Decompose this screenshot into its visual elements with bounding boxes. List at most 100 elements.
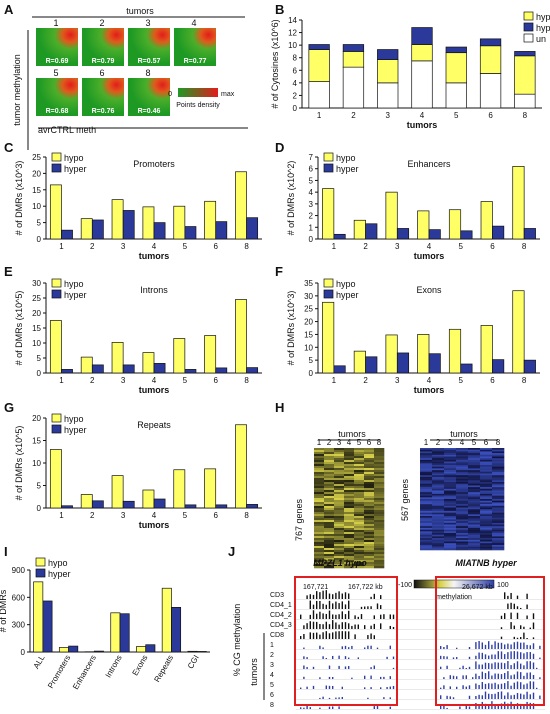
methylation-bar [478,684,480,689]
methylation-bar [488,641,490,649]
methylation-bar [520,637,522,639]
bar-hypo [204,335,217,374]
methylation-bar [462,675,464,679]
methylation-bar [312,604,315,609]
methylation-bar [532,662,535,669]
heatmap-cell [420,465,433,467]
heatmap-cell [354,492,365,495]
heatmap-cell [324,494,335,497]
heatmap-cell [480,521,493,524]
methylation-bar [488,705,490,709]
methylation-bar [526,615,528,619]
methylation-bar [446,645,448,649]
heatmap-cell [480,468,493,471]
heatmap-cell [492,539,505,542]
heatmap-cell [432,534,445,537]
bar-hypo [512,166,525,240]
tile-number: 3 [145,18,150,28]
heatmap-cell [468,539,481,542]
heatmap-cell [364,498,375,501]
heatmap-cell [432,539,445,542]
bar-hyper [68,645,79,653]
heatmap-cell [344,474,355,477]
bar-hypo [111,342,124,374]
heatmap-cell [344,464,355,467]
methylation-bar [354,615,356,619]
heatmap-cell [364,522,375,525]
methylation-bar [392,626,395,629]
heatmap-cell [354,484,365,487]
heatmap-cell [374,484,385,487]
track-label: 1 [270,642,274,649]
bar-hyper [523,228,536,240]
heatmap-cell [468,519,481,522]
bar-hyper [377,49,399,60]
heatmap-cell [432,480,445,483]
methylation-bar [507,671,509,679]
heatmap-cell [420,510,433,513]
methylation-bar [494,641,496,649]
panel-letter-h: H [275,400,284,415]
heatmap-cell [468,548,481,551]
heatmap-cell [492,521,505,524]
heatmap-cell [432,497,445,500]
methylation-bar [516,681,519,689]
heatmap-cell [334,486,345,489]
highlight-box-left [294,576,398,706]
heatmap-cell [354,486,365,489]
heatmap-cell [444,451,457,454]
heatmap-cell [420,466,433,469]
heatmap-cell [456,459,469,462]
heatmap-cell [456,526,469,529]
heatmap-cell [364,510,375,513]
x-tick-label: Repeats [152,654,175,684]
methylation-bar [516,703,519,709]
methylation-bar [370,633,372,639]
heatmap-cell [480,500,493,503]
heatmap-cell [324,470,335,473]
heatmap-cell [456,546,469,549]
heatmap-cell [334,558,345,561]
heatmap-cell [314,456,325,459]
heatmap-cell [334,488,345,491]
heatmap-cell [364,566,375,569]
heatmap-cell [314,516,325,519]
y-tick-label: 14 [288,16,297,25]
heatmap-cell [420,505,433,508]
heatmap-cell [314,500,325,503]
heatmap-cell [344,550,355,553]
methylation-bar [325,621,327,629]
methylation-bar [478,675,480,679]
heatmap-cell [324,544,335,547]
heatmap-cell [492,500,505,503]
heatmap-cell [480,453,493,456]
heatmap-cell [314,478,325,481]
heatmap-cell [420,544,433,547]
methylation-bar [472,677,474,679]
heatmap-cell [334,464,345,467]
legend-label-hypo: hypo [64,414,84,424]
methylation-bar [338,665,340,669]
heatmap-cell [456,500,469,503]
heatmap-cell [432,463,445,466]
heatmap-cell [420,514,433,517]
heatmap-cell [492,505,505,508]
methylation-bar [484,703,487,709]
methylation-bar [465,667,467,669]
legend-swatch-hyper [323,163,334,173]
heatmap-cell [334,518,345,521]
heatmap-cell [334,478,345,481]
legend-label-hyper: hyper [64,290,87,300]
heatmap-cell [468,534,481,537]
heatmap-cell [324,552,335,555]
heatmap-cell [420,476,433,479]
heatmap-cell [314,468,325,471]
heatmap-cell [480,456,493,459]
heatmap-cell [468,485,481,488]
heatmap-cell [354,452,365,455]
bar-hyper [91,500,104,509]
tile-correlation: R=0.46 [138,108,161,115]
bar-hypo [448,209,462,240]
y-tick-label: 4 [293,79,298,88]
methylation-bar [319,634,321,639]
